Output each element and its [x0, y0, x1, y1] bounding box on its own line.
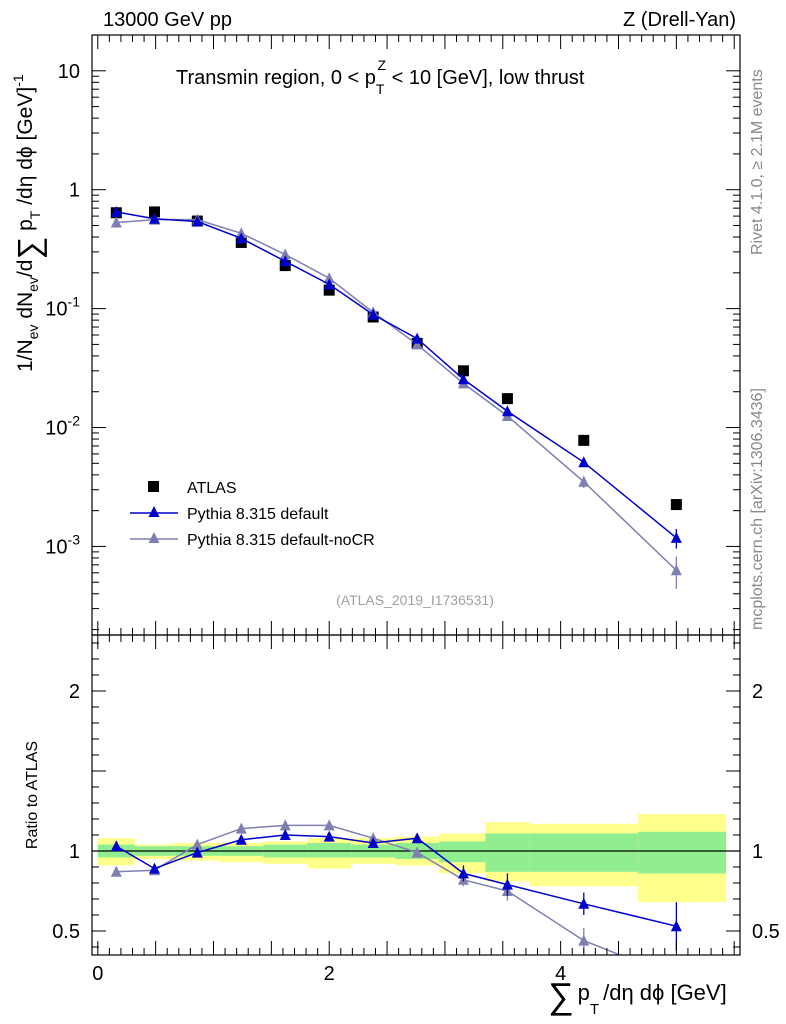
ratio-pythia-nocr-point: [110, 865, 122, 877]
ratio-frame: [91, 634, 741, 956]
pythia-default-point: [191, 215, 203, 227]
atlas-point: [457, 365, 469, 377]
legend-item-atlas: ATLAS: [148, 480, 237, 497]
pythia-nocr-point: [323, 272, 335, 284]
ratio-band-stat: [307, 843, 352, 858]
main-panel: 10 1 10-1 10-2 10-3 Transmin region, 0 < pTZ…: [10, 34, 741, 636]
ratio-x-tick-label: 2: [324, 963, 335, 985]
pythia-nocr-point: [578, 475, 590, 487]
process-label: Z (Drell-Yan): [623, 9, 736, 31]
ratio-pythia-nocr-point: [323, 819, 335, 831]
atlas-point: [501, 393, 513, 405]
ratio-pythia-default-point: [411, 832, 423, 844]
atlas-point: [323, 284, 335, 296]
ratio-pythia-default-point: [578, 897, 590, 909]
ratio-y-tick-label-right: 2: [752, 681, 763, 703]
ratio-pythia-nocr-point: [279, 819, 291, 831]
pythia-default-point: [323, 278, 335, 290]
legend-marker-pythia-default: [148, 506, 160, 517]
ratio-x-tick-label: 4: [555, 963, 566, 985]
legend-label-pythia-nocr: Pythia 8.315 default-noCR: [187, 532, 375, 549]
ratio-pythia-default-point: [670, 920, 682, 932]
ratio-pythia-nocr-point: [411, 846, 423, 858]
ratio-pythia-default-point: [279, 829, 291, 840]
ratio-panel: 0 2 4 0.5 0.5 1 1 2 2 Ratio to ATLAS ∑ pT/dη dϕ […: [24, 634, 780, 1018]
ratio-x-tick-label: 0: [92, 963, 103, 985]
pythia-nocr-line: [116, 218, 677, 571]
atlas-point: [578, 434, 590, 446]
ratio-pythia-default-point: [110, 840, 122, 852]
ratio-band-stat: [529, 833, 639, 872]
pythia-nocr-point: [110, 216, 122, 228]
ratio-pythia-nocr-line: [116, 824, 623, 955]
pythia-default-point: [501, 405, 513, 417]
pythia-default-point: [110, 205, 122, 217]
ratio-y-tick-label: 0.5: [52, 921, 80, 943]
ratio-band-stat: [439, 841, 486, 863]
pythia-default-line: [116, 211, 677, 539]
ratio-pythia-nocr-point: [191, 838, 203, 850]
legend-item-pythia-default: Pythia 8.315 default: [130, 506, 329, 523]
ratio-y-tick-label: 1: [69, 841, 80, 863]
legend-marker-pythia-nocr: [148, 532, 160, 543]
ratio-y-tick-label-right: 0.5: [752, 921, 780, 943]
energy-label: 13000 GeV pp: [103, 9, 232, 31]
mcplots-label: mcplots.cern.ch [arXiv:1306.3436]: [749, 388, 766, 630]
ratio-pythia-default-point: [457, 867, 469, 879]
pythia-nocr-point: [411, 338, 423, 350]
ratio-pythia-nocr-point: [578, 934, 590, 946]
main-ylabel: 1/Nev dNev/d∑ pT /dη dϕ [GeV]-1: [10, 74, 47, 372]
ratio-pythia-default-point: [235, 833, 247, 845]
pythia-default-point: [578, 456, 590, 468]
pythia-nocr-point: [279, 248, 291, 260]
legend-label-pythia-default: Pythia 8.315 default: [187, 506, 329, 523]
ratio-pythia-default-point: [323, 830, 335, 842]
legend: ATLAS Pythia 8.315 default Pythia 8.315 …: [130, 480, 375, 549]
ratio-pythia-default-point: [501, 878, 513, 890]
ratio-y-tick-label: 2: [69, 681, 80, 703]
main-title: Transmin region, 0 < pTZ < 10 [GeV], low…: [176, 57, 585, 97]
ratio-y-tick-label-right: 1: [752, 841, 763, 863]
ratio-band-stat: [485, 833, 530, 872]
rivet-label: Rivet 4.1.0, ≥ 2.1M events: [749, 69, 766, 255]
atlas-point: [670, 499, 682, 511]
ratio-pythia-default-line: [115, 834, 677, 927]
legend-label-atlas: ATLAS: [187, 480, 237, 497]
pythia-default-point: [367, 308, 379, 320]
main-y-tick-label: 10: [58, 61, 80, 83]
main-y-tick-label: 10-3: [45, 531, 80, 558]
pythia-default-point: [411, 332, 423, 344]
pythia-default-point: [279, 255, 291, 267]
ratio-ylabel: Ratio to ATLAS: [24, 741, 41, 849]
legend-item-pythia-nocr: Pythia 8.315 default-noCR: [130, 532, 375, 549]
pythia-default-point: [148, 212, 160, 224]
main-y-tick-label: 10-1: [45, 294, 80, 321]
pythia-default-point: [235, 232, 247, 244]
ratio-pythia-default-point: [367, 837, 379, 848]
main-y-tick-label: 1: [69, 180, 80, 202]
main-y-tick-label: 10-2: [45, 413, 80, 440]
ratio-pythia-default-point: [148, 862, 160, 874]
pythia-default-point: [457, 373, 469, 385]
legend-marker-atlas: [148, 481, 159, 492]
ratio-pythia-default-point: [191, 846, 203, 858]
pythia-nocr-point: [670, 564, 682, 576]
ratio-band-stat: [638, 831, 727, 874]
ratio-xlabel: ∑ pT/dη dϕ [GeV]: [548, 975, 727, 1018]
pythia-default-point: [670, 531, 682, 543]
atlas-point: [148, 206, 160, 218]
analysis-label: (ATLAS_2019_I1736531): [336, 592, 494, 608]
ratio-pythia-nocr-point: [235, 822, 247, 834]
